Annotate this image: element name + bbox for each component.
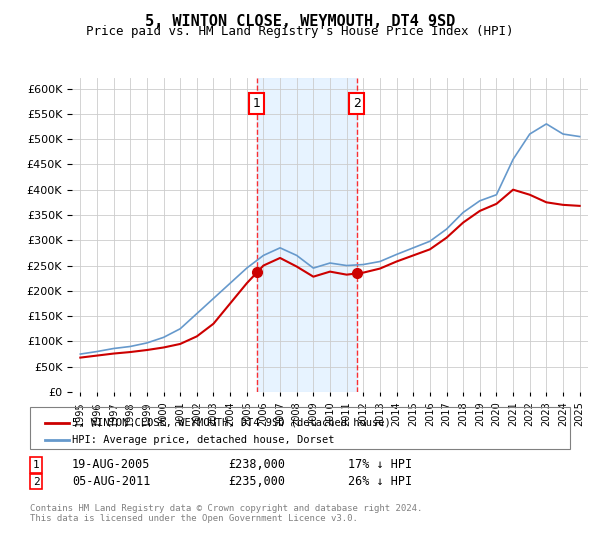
Text: 2: 2 (32, 477, 40, 487)
Text: 05-AUG-2011: 05-AUG-2011 (72, 475, 151, 488)
Text: Price paid vs. HM Land Registry's House Price Index (HPI): Price paid vs. HM Land Registry's House … (86, 25, 514, 38)
Text: £238,000: £238,000 (228, 458, 285, 472)
Text: 17% ↓ HPI: 17% ↓ HPI (348, 458, 412, 472)
Text: 1: 1 (32, 460, 40, 470)
Text: 5, WINTON CLOSE, WEYMOUTH, DT4 9SD (detached house): 5, WINTON CLOSE, WEYMOUTH, DT4 9SD (deta… (72, 418, 391, 428)
Text: 26% ↓ HPI: 26% ↓ HPI (348, 475, 412, 488)
Text: 2: 2 (353, 97, 361, 110)
Text: 5, WINTON CLOSE, WEYMOUTH, DT4 9SD: 5, WINTON CLOSE, WEYMOUTH, DT4 9SD (145, 14, 455, 29)
Text: 1: 1 (253, 97, 260, 110)
Text: 19-AUG-2005: 19-AUG-2005 (72, 458, 151, 472)
Text: Contains HM Land Registry data © Crown copyright and database right 2024.
This d: Contains HM Land Registry data © Crown c… (30, 504, 422, 524)
Bar (257, 78, 356, 392)
Text: £235,000: £235,000 (228, 475, 285, 488)
Text: HPI: Average price, detached house, Dorset: HPI: Average price, detached house, Dors… (72, 435, 335, 445)
